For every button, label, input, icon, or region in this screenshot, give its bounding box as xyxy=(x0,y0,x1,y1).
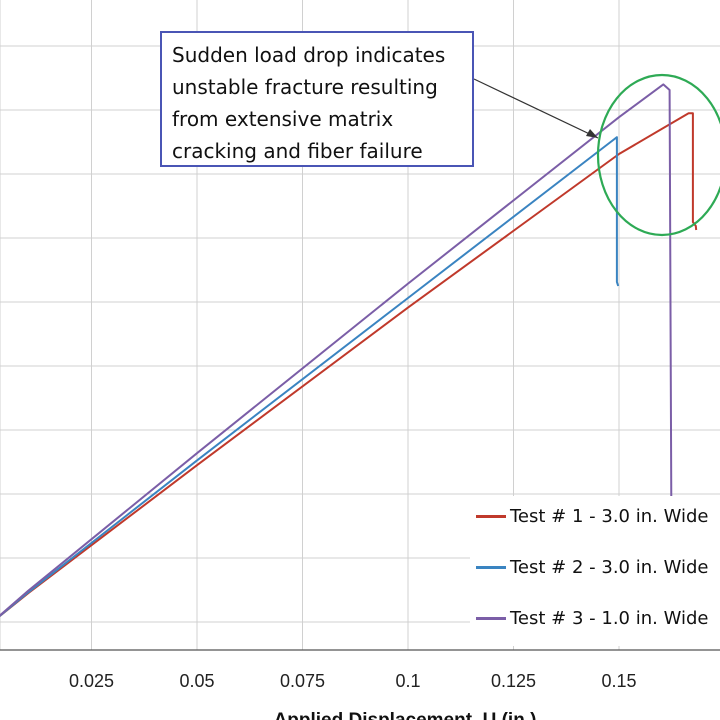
x-tick-label: 0.125 xyxy=(491,671,536,691)
annotation-line-3: from extensive matrix xyxy=(172,107,394,131)
x-tick-label: 0.075 xyxy=(280,671,325,691)
legend-label-test-2: Test # 2 - 3.0 in. Wide xyxy=(510,556,709,578)
annotation-line-2: unstable fracture resulting xyxy=(172,75,438,99)
legend-swatch-test-2 xyxy=(476,565,506,569)
x-tick-label: 0.1 xyxy=(395,671,420,691)
series-line-test-3 xyxy=(0,83,673,623)
legend-item-test-3: Test # 3 - 1.0 in. Wide xyxy=(476,606,708,630)
annotation-arrow xyxy=(473,78,599,139)
annotation-line-4: cracking and fiber failure xyxy=(172,139,423,163)
annotation-box: Sudden load drop indicates unstable frac… xyxy=(160,31,474,167)
legend: Test # 1 - 3.0 in. Wide Test # 2 - 3.0 i… xyxy=(470,496,720,646)
legend-label-test-3: Test # 3 - 1.0 in. Wide xyxy=(510,607,709,629)
annotation-arrowhead xyxy=(586,129,598,138)
x-tick-label: 0.05 xyxy=(179,671,214,691)
legend-item-test-1: Test # 1 - 3.0 in. Wide xyxy=(476,504,708,528)
x-tick-label: 0.025 xyxy=(69,671,114,691)
annotation-line-1: Sudden load drop indicates xyxy=(172,43,446,67)
highlight-circle xyxy=(596,73,720,237)
legend-swatch-test-1 xyxy=(476,514,506,518)
x-tick-label: 0.15 xyxy=(601,671,636,691)
x-axis-label: Applied Displacement, U (in.) xyxy=(274,710,537,720)
legend-label-test-1: Test # 1 - 3.0 in. Wide xyxy=(510,505,709,527)
legend-swatch-test-3 xyxy=(476,616,506,620)
legend-item-test-2: Test # 2 - 3.0 in. Wide xyxy=(476,555,708,579)
